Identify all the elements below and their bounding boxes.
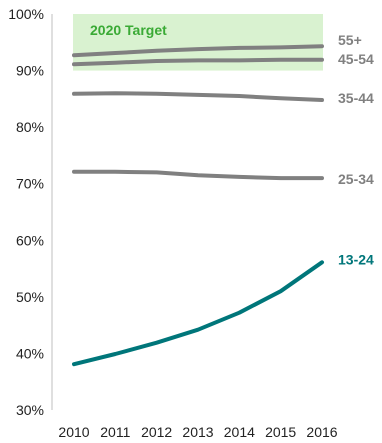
series-lines — [72, 44, 324, 367]
x-tick-label: 2010 — [58, 424, 89, 440]
series-line — [72, 91, 324, 102]
x-tick-label: 2016 — [306, 424, 337, 440]
y-tick-label: 50% — [16, 289, 44, 305]
x-tick-label: 2011 — [100, 424, 130, 440]
y-tick-label: 100% — [8, 6, 44, 22]
series-label: 25-34 — [338, 171, 374, 187]
series-label: 45-54 — [338, 51, 374, 67]
series-line — [72, 169, 324, 181]
target-band-label: 2020 Target — [90, 22, 167, 38]
y-tick-labels: 30% 40% 50% 60% 70% 80% 90% 100% — [8, 6, 44, 418]
series-line — [72, 44, 324, 58]
y-tick-label: 60% — [16, 232, 44, 248]
x-tick-label: 2014 — [224, 424, 255, 440]
series-label: 35-44 — [338, 90, 374, 106]
y-tick-label: 30% — [16, 402, 44, 418]
y-tick-label: 90% — [16, 63, 44, 79]
series-labels: 55+ 45-54 35-44 25-34 13-24 — [338, 32, 374, 267]
x-tick-label: 2015 — [265, 424, 296, 440]
x-tick-labels: 2010 2011 2012 2013 2014 2015 2016 — [58, 424, 337, 440]
series-label: 13-24 — [338, 251, 374, 267]
y-tick-label: 80% — [16, 119, 44, 135]
y-tick-label: 70% — [16, 176, 44, 192]
series-line — [72, 260, 324, 367]
x-tick-label: 2012 — [141, 424, 172, 440]
series-line — [72, 57, 324, 67]
series-label: 55+ — [338, 32, 362, 48]
y-tick-label: 40% — [16, 345, 44, 361]
x-tick-label: 2013 — [182, 424, 213, 440]
